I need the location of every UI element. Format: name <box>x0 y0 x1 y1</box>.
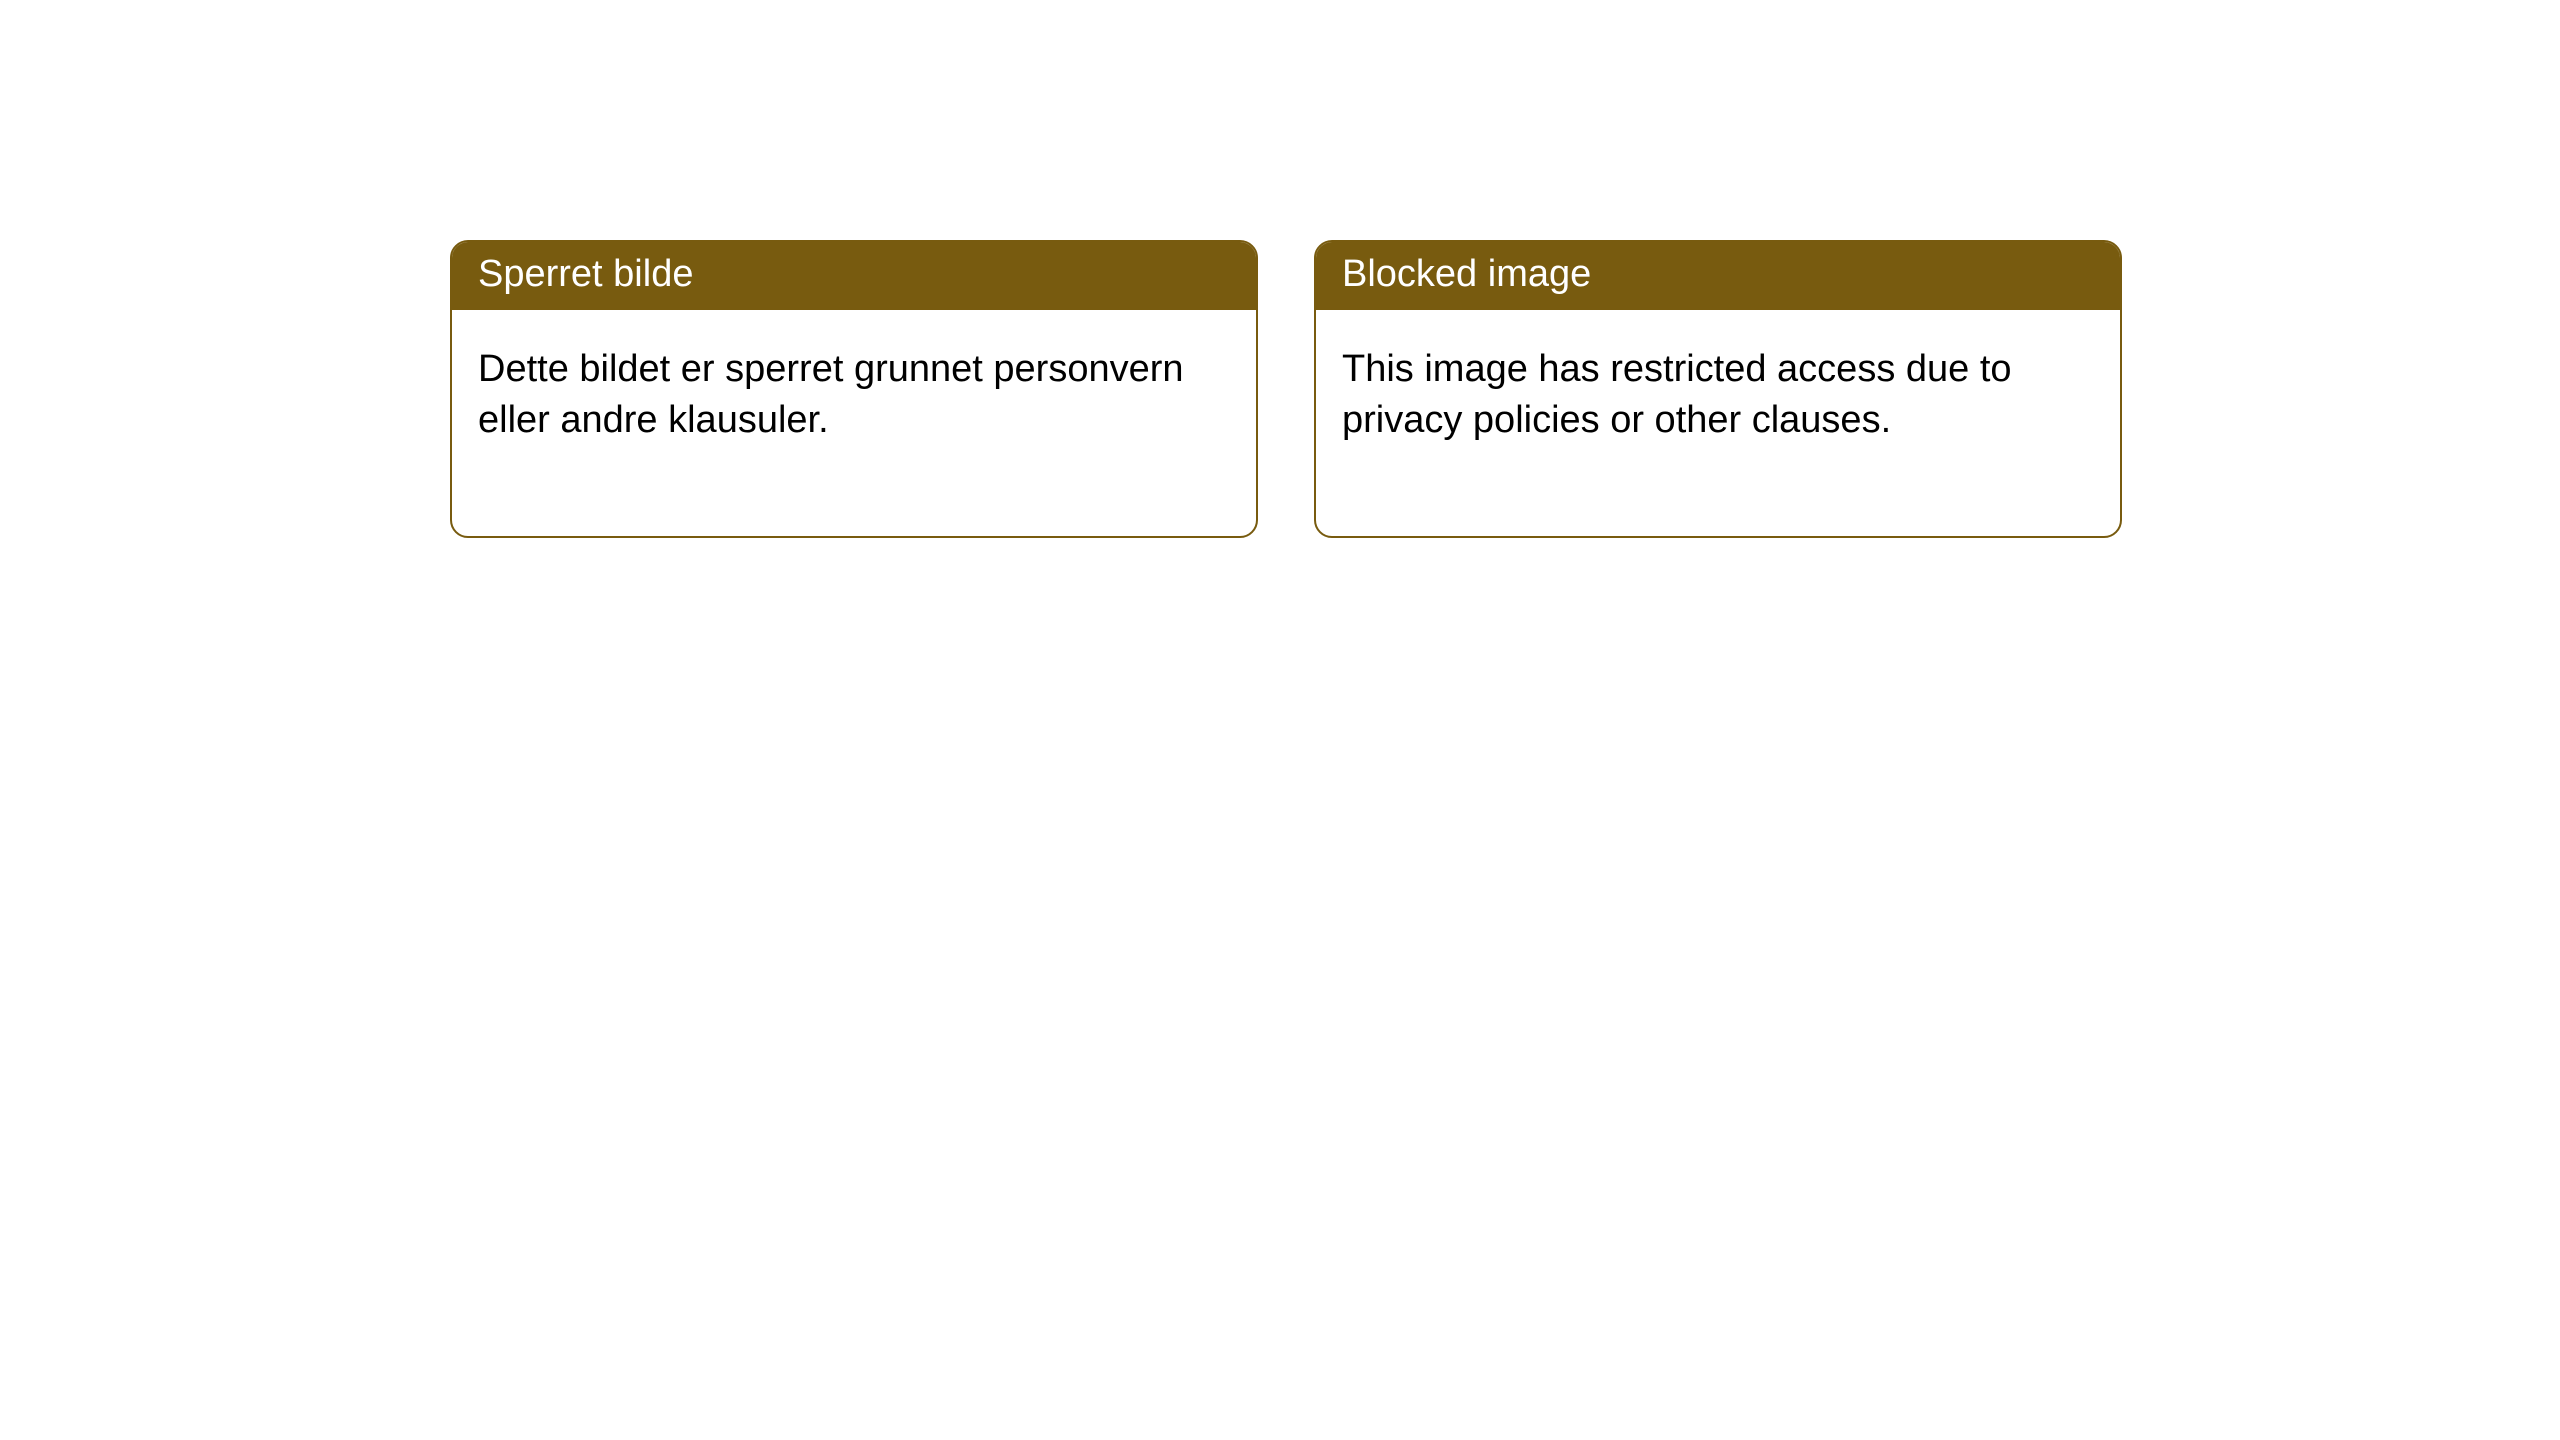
notice-title: Sperret bilde <box>452 242 1256 310</box>
notice-title: Blocked image <box>1316 242 2120 310</box>
notice-card-english: Blocked image This image has restricted … <box>1314 240 2122 538</box>
notice-card-norwegian: Sperret bilde Dette bildet er sperret gr… <box>450 240 1258 538</box>
notice-container: Sperret bilde Dette bildet er sperret gr… <box>0 0 2560 538</box>
notice-body: This image has restricted access due to … <box>1316 310 2120 537</box>
notice-body: Dette bildet er sperret grunnet personve… <box>452 310 1256 537</box>
